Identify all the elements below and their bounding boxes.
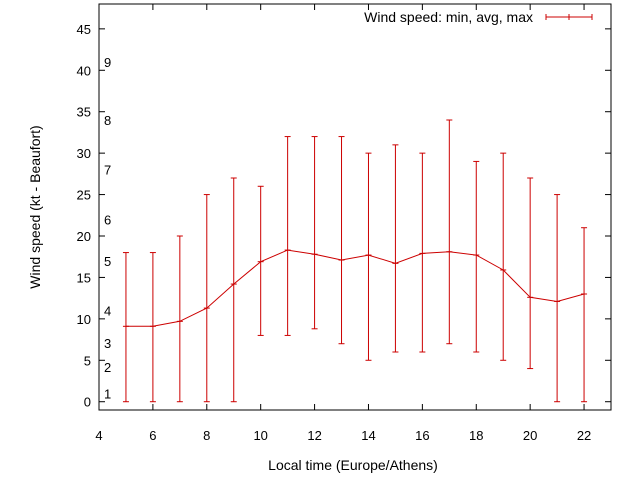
x-tick-label: 22	[577, 428, 591, 443]
x-tick-label: 12	[307, 428, 321, 443]
beaufort-label: 1	[104, 386, 111, 401]
y-tick-label: 20	[77, 229, 91, 244]
beaufort-label: 9	[104, 55, 111, 70]
y-tick-label: 10	[77, 312, 91, 327]
avg-line	[125, 249, 585, 327]
y-tick-label: 15	[77, 270, 91, 285]
y-tick-label: 40	[77, 63, 91, 78]
y-tick-label: 30	[77, 146, 91, 161]
beaufort-label: 3	[104, 336, 111, 351]
x-tick-label: 20	[523, 428, 537, 443]
x-tick-label: 6	[149, 428, 156, 443]
x-tick-label: 8	[203, 428, 210, 443]
x-tick-label: 18	[469, 428, 483, 443]
y-tick-label: 35	[77, 105, 91, 120]
beaufort-label: 2	[104, 360, 111, 375]
beaufort-label: 7	[104, 163, 111, 178]
beaufort-label: 4	[104, 304, 111, 319]
error-bars	[122, 119, 588, 403]
beaufort-labels: 1 2 3 4 5 6 7 8 9	[104, 55, 111, 401]
y-tick-label: 45	[77, 22, 91, 37]
y-tick-label: 5	[84, 353, 91, 368]
x-tick-label: 10	[253, 428, 267, 443]
beaufort-label: 5	[104, 254, 111, 269]
plot-frame	[98, 3, 612, 411]
y-tick-label: 0	[84, 395, 91, 410]
legend: Wind speed: min, avg, max	[364, 9, 593, 25]
x-tick-label: 16	[415, 428, 429, 443]
legend-label: Wind speed: min, avg, max	[364, 9, 533, 25]
beaufort-label: 8	[104, 113, 111, 128]
x-axis-label: Local time (Europe/Athens)	[268, 457, 438, 473]
y-tick-label: 25	[77, 188, 91, 203]
x-tick-label: 4	[95, 428, 102, 443]
x-tick-label: 14	[361, 428, 375, 443]
y-axis-label: Wind speed (kt - Beaufort)	[27, 125, 43, 288]
beaufort-label: 6	[104, 212, 111, 227]
